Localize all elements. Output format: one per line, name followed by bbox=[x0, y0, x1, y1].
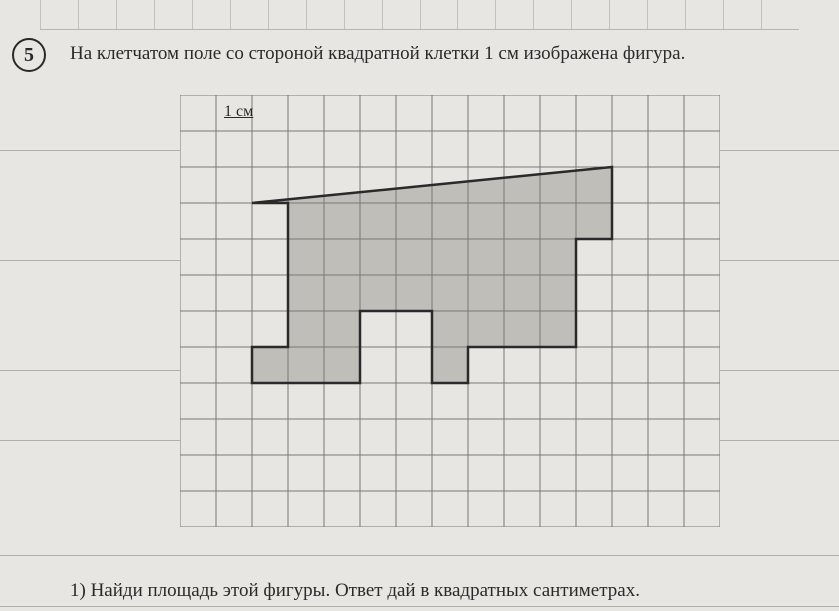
top-grid-strip bbox=[40, 0, 799, 30]
ruled-line bbox=[0, 555, 839, 556]
grid-figure: 1 см bbox=[180, 95, 720, 527]
question-number: 5 bbox=[24, 44, 34, 67]
unit-label: 1 см bbox=[224, 103, 253, 121]
ruled-line bbox=[0, 606, 839, 607]
question-number-badge: 5 bbox=[12, 38, 46, 72]
problem-statement: На клетчатом поле со стороной квадратной… bbox=[70, 43, 809, 65]
grid-svg bbox=[180, 95, 720, 527]
sub-question: 1) Найди площадь этой фигуры. Ответ дай … bbox=[70, 580, 640, 602]
